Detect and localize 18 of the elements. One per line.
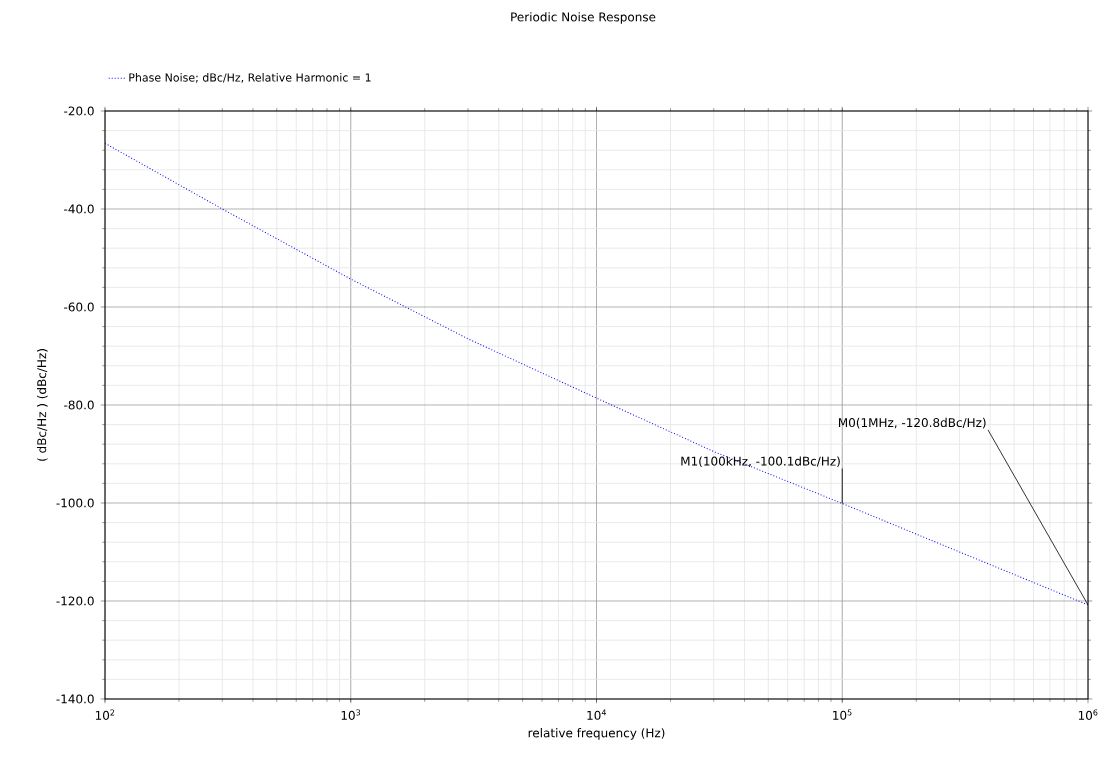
x-tick-label: 10$^{6}$ — [1078, 709, 1098, 720]
x-tick-label: 10$^{2}$ — [95, 709, 115, 720]
chart-title: Periodic Noise Response — [511, 12, 656, 24]
legend-label: Phase Noise; dBc/Hz, Relative Harmonic = 1 — [129, 73, 371, 83]
y-tick-label: -100.0 — [56, 498, 94, 508]
y-tick-label: -20.0 — [64, 106, 94, 116]
y-tick-label: -140.0 — [56, 694, 94, 704]
x-axis-title: relative frequency (Hz) — [528, 728, 665, 740]
y-tick-label: -80.0 — [64, 400, 94, 410]
annotation: M0(1MHz, -120.8dBc/Hz) — [839, 417, 986, 429]
annotation: M1(100kHz, -100.1dBc/Hz) — [681, 456, 840, 468]
y-tick-label: -60.0 — [64, 302, 94, 312]
x-tick-label: 10$^{3}$ — [341, 709, 361, 720]
x-tick-label: 10$^{4}$ — [587, 709, 606, 720]
x-tick-label: 10$^{5}$ — [833, 709, 852, 720]
y-axis-title: ( dBc/Hz ) (dBc/Hz) — [36, 349, 48, 461]
y-tick-label: -120.0 — [56, 596, 94, 606]
y-tick-label: -40.0 — [64, 204, 94, 214]
